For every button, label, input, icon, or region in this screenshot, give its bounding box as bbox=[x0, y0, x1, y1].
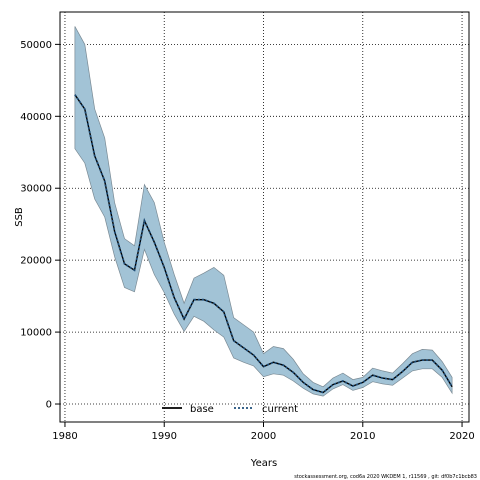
legend: base current bbox=[162, 404, 298, 415]
y-tick-label: 10000 bbox=[20, 328, 52, 339]
x-tick-label: 1990 bbox=[152, 431, 177, 442]
y-axis-title: SSB bbox=[14, 207, 25, 227]
y-tick-label: 30000 bbox=[20, 184, 52, 195]
y-tick-label: 50000 bbox=[20, 40, 52, 51]
x-axis-title: Years bbox=[250, 458, 277, 469]
series-lines bbox=[74, 94, 453, 394]
x-tick-label: 1980 bbox=[52, 431, 77, 442]
plot-frame bbox=[59, 11, 470, 423]
x-tick-label: 2020 bbox=[449, 431, 474, 442]
y-tick-label: 0 bbox=[46, 400, 52, 411]
x-tick-label: 2000 bbox=[251, 431, 276, 442]
confidence-band bbox=[74, 26, 453, 397]
confidence-band-area bbox=[74, 26, 453, 397]
y-tick-label: 20000 bbox=[20, 256, 52, 267]
legend-label-base: base bbox=[190, 404, 214, 415]
legend-label-current: current bbox=[262, 404, 298, 415]
grid bbox=[60, 12, 469, 422]
series-line-current bbox=[74, 94, 453, 394]
x-axis: 1980 1990 2000 2010 2020 bbox=[52, 422, 475, 442]
x-tick-label: 2010 bbox=[350, 431, 375, 442]
y-tick-label: 40000 bbox=[20, 112, 52, 123]
y-axis: 0 10000 20000 30000 40000 50000 bbox=[20, 40, 60, 411]
footnote: stockassessment.org, cod6a 2020 WKDEM 1,… bbox=[294, 474, 477, 480]
